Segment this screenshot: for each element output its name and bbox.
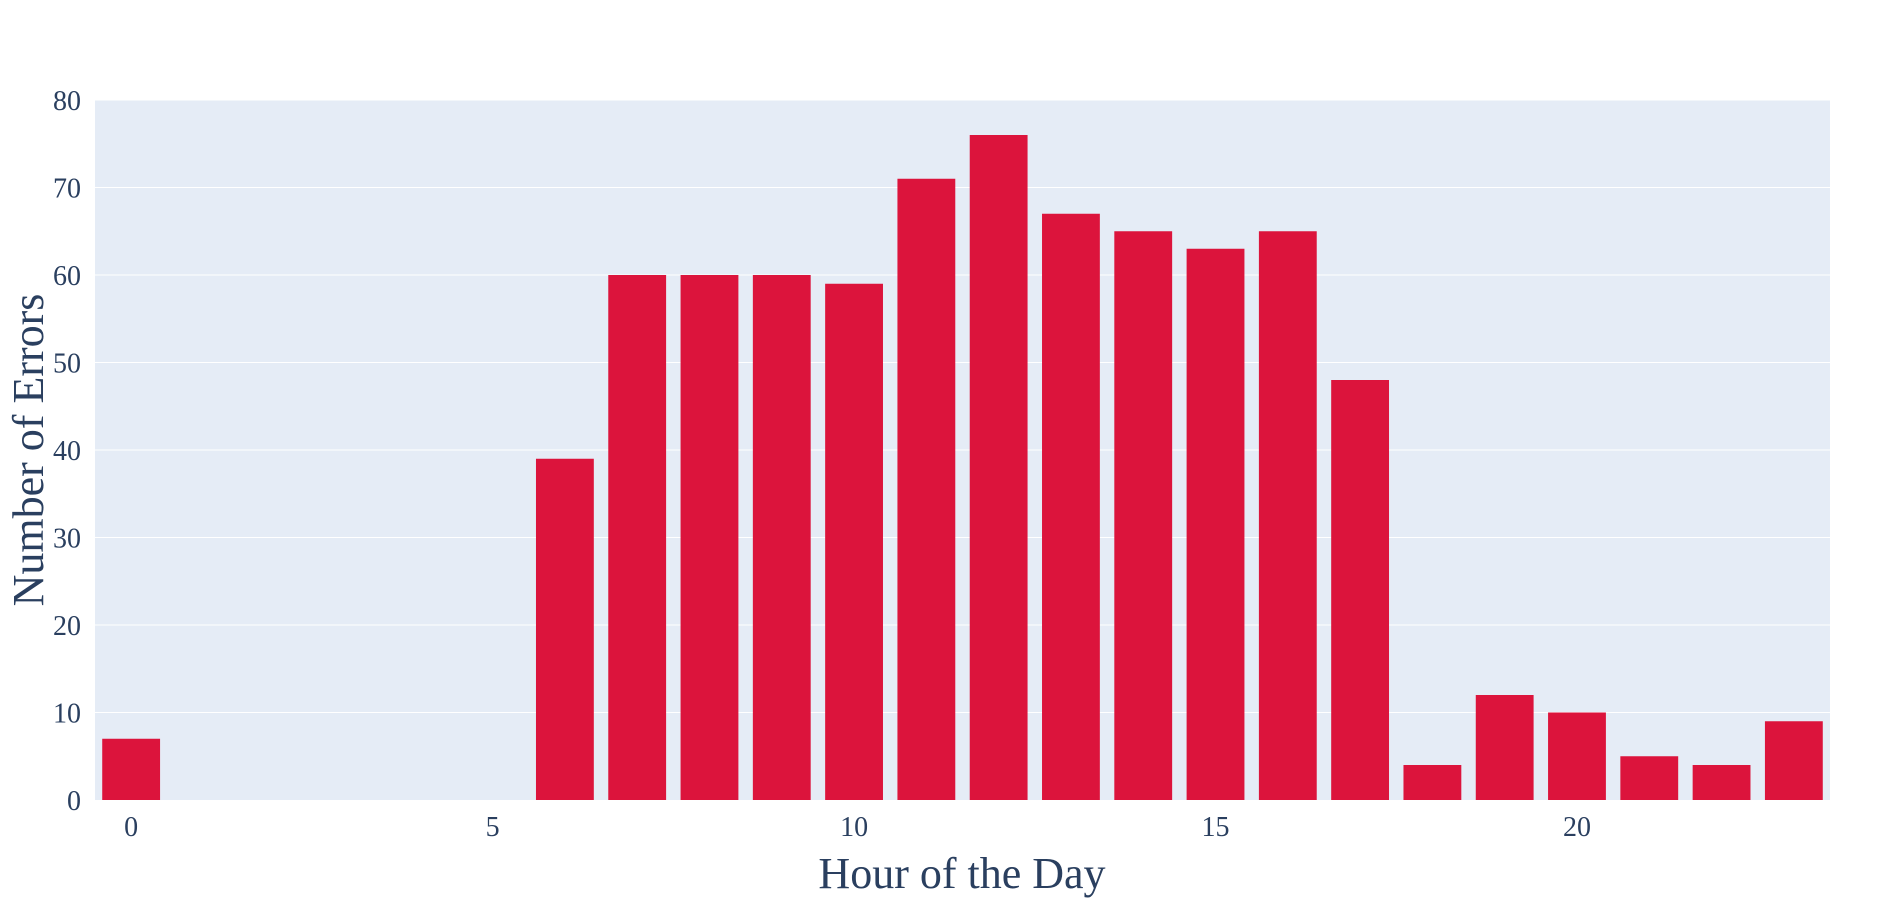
bar-hour-19 (1475, 695, 1534, 800)
bar-hour-6 (535, 458, 594, 800)
x-axis-title: Hour of the Day (818, 849, 1105, 898)
bar-hour-22 (1692, 765, 1751, 800)
bar-hour-13 (1042, 213, 1100, 800)
x-tick-label: 20 (1563, 812, 1591, 843)
x-tick-label: 15 (1202, 812, 1230, 843)
y-tick-label: 80 (53, 86, 81, 117)
x-tick-labels: 0 5 10 15 20 (124, 812, 1591, 843)
bar-hour-16 (1258, 231, 1317, 800)
y-tick-label: 20 (53, 611, 81, 642)
bar-hour-21 (1620, 756, 1679, 800)
y-tick-label: 30 (53, 524, 81, 555)
y-axis-title: Number of Errors (4, 294, 53, 607)
gridlines (95, 99, 1830, 713)
x-tick-label: 10 (840, 812, 868, 843)
bar-hour-10 (825, 283, 883, 800)
y-tick-labels: 0 10 20 30 40 50 60 70 80 (53, 86, 81, 817)
x-tick-label: 5 (486, 812, 500, 843)
bar-hour-8 (680, 275, 739, 800)
y-tick-label: 70 (53, 174, 81, 205)
y-tick-label: 0 (67, 786, 81, 817)
y-tick-label: 50 (53, 349, 81, 380)
bar-hour-11 (897, 178, 956, 800)
y-tick-label: 60 (53, 261, 81, 292)
y-tick-label: 40 (53, 436, 81, 467)
bar-hour-9 (752, 275, 811, 800)
bar-hour-17 (1331, 380, 1390, 800)
bars (102, 135, 1823, 800)
bar-hour-20 (1548, 712, 1606, 800)
bar-hour-18 (1403, 765, 1462, 800)
bar-hour-7 (608, 275, 667, 800)
bar-hour-0 (102, 738, 161, 800)
bar-hour-14 (1114, 231, 1173, 800)
bar-hour-15 (1186, 248, 1245, 800)
bar-hour-23 (1764, 721, 1823, 800)
y-tick-label: 10 (53, 699, 81, 730)
x-tick-label: 0 (124, 812, 138, 843)
bar-hour-12 (969, 135, 1028, 800)
